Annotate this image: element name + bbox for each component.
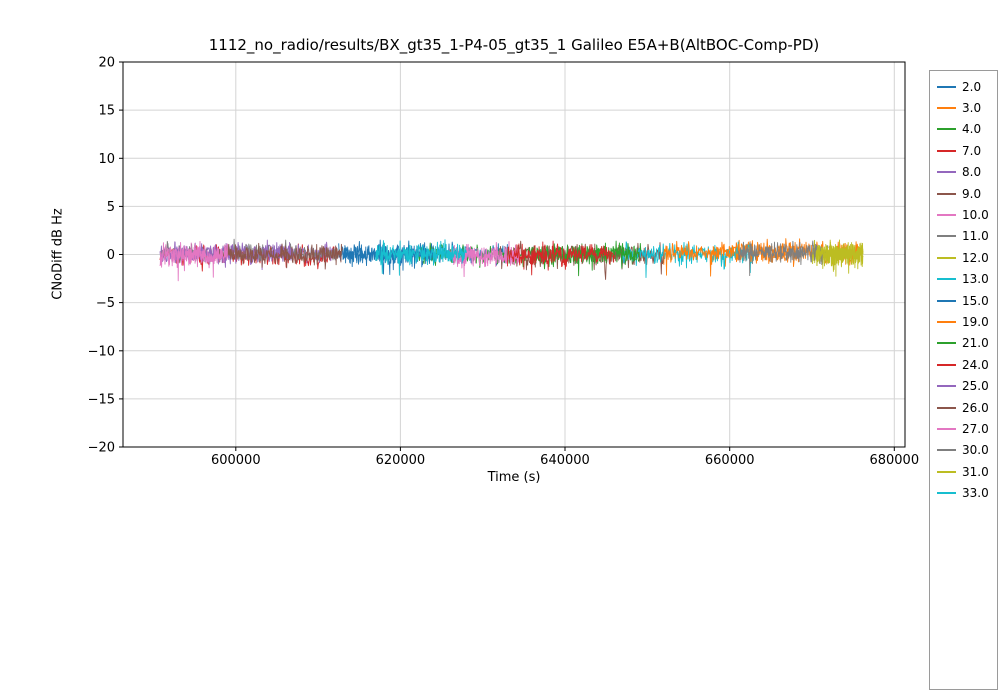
legend-label: 19.0 — [962, 314, 989, 329]
legend-line-sample — [937, 320, 956, 323]
svg-text:5: 5 — [107, 200, 115, 215]
svg-text:680000: 680000 — [869, 453, 919, 468]
legend-line-sample — [937, 149, 956, 152]
legend-label: 30.0 — [962, 443, 989, 458]
legend-line-sample — [937, 299, 956, 302]
legend-label: 9.0 — [962, 186, 982, 201]
legend-label: 31.0 — [962, 464, 989, 479]
legend-item: 15.0 — [930, 290, 997, 311]
svg-text:20: 20 — [98, 56, 115, 71]
legend-item: 26.0 — [930, 397, 997, 418]
svg-text:0: 0 — [107, 248, 115, 263]
legend-label: 12.0 — [962, 250, 989, 265]
legend-line-sample — [937, 363, 956, 366]
legend-label: 21.0 — [962, 336, 989, 351]
legend-line-sample — [937, 256, 956, 259]
legend-line-sample — [937, 235, 956, 238]
svg-text:600000: 600000 — [211, 453, 261, 468]
legend-item: 2.0 — [930, 76, 997, 97]
legend-label: 26.0 — [962, 400, 989, 415]
svg-text:15: 15 — [98, 104, 115, 119]
legend-item: 27.0 — [930, 418, 997, 439]
chart-title: 1112_no_radio/results/BX_gt35_1-P4-05_gt… — [208, 36, 820, 54]
legend-label: 25.0 — [962, 379, 989, 394]
legend-item: 21.0 — [930, 333, 997, 354]
legend-line-sample — [937, 85, 956, 88]
legend-item: 12.0 — [930, 247, 997, 268]
svg-text:−10: −10 — [88, 344, 115, 359]
svg-text:−15: −15 — [88, 392, 115, 407]
legend-line-sample — [937, 171, 956, 174]
svg-text:10: 10 — [98, 152, 115, 167]
plot-area: 600000 620000 640000 660000 680000 −20 −15 −10 −… — [88, 56, 920, 469]
svg-text:620000: 620000 — [376, 453, 426, 468]
svg-text:660000: 660000 — [705, 453, 755, 468]
legend-item: 11.0 — [930, 226, 997, 247]
legend-line-sample — [937, 406, 956, 409]
svg-text:−20: −20 — [88, 441, 115, 456]
legend-item: 8.0 — [930, 162, 997, 183]
legend-line-sample — [937, 128, 956, 131]
legend: 2.0 3.0 4.0 7.0 8.0 9.0 10.0 11.0 12.0 13.0 15.0 19… — [929, 70, 998, 690]
legend-line-sample — [937, 449, 956, 452]
svg-text:640000: 640000 — [540, 453, 590, 468]
legend-item: 31.0 — [930, 461, 997, 482]
x-axis-label: Time (s) — [487, 470, 541, 485]
legend-label: 4.0 — [962, 122, 982, 137]
legend-label: 3.0 — [962, 101, 982, 116]
svg-text:−5: −5 — [96, 296, 115, 311]
legend-label: 13.0 — [962, 272, 989, 287]
legend-item: 33.0 — [930, 482, 997, 503]
legend-line-sample — [937, 278, 956, 281]
legend-label: 10.0 — [962, 208, 989, 223]
legend-label: 27.0 — [962, 421, 989, 436]
legend-label: 7.0 — [962, 143, 982, 158]
legend-item: 4.0 — [930, 119, 997, 140]
legend-label: 33.0 — [962, 486, 989, 501]
legend-item: 7.0 — [930, 140, 997, 161]
legend-item: 10.0 — [930, 204, 997, 225]
legend-label: 2.0 — [962, 79, 982, 94]
legend-label: 15.0 — [962, 293, 989, 308]
legend-label: 24.0 — [962, 357, 989, 372]
legend-item: 13.0 — [930, 269, 997, 290]
legend-item: 25.0 — [930, 375, 997, 396]
legend-line-sample — [937, 192, 956, 195]
legend-label: 11.0 — [962, 229, 989, 244]
legend-item: 9.0 — [930, 183, 997, 204]
legend-label: 8.0 — [962, 165, 982, 180]
y-axis-label: CNoDiff dB Hz — [50, 208, 66, 300]
legend-item: 3.0 — [930, 97, 997, 118]
legend-line-sample — [937, 107, 956, 110]
legend-line-sample — [937, 427, 956, 430]
legend-item: 30.0 — [930, 440, 997, 461]
legend-item: 19.0 — [930, 311, 997, 332]
legend-line-sample — [937, 470, 956, 473]
legend-item: 24.0 — [930, 354, 997, 375]
legend-line-sample — [937, 385, 956, 388]
legend-line-sample — [937, 342, 956, 345]
legend-line-sample — [937, 214, 956, 217]
legend-line-sample — [937, 492, 956, 495]
